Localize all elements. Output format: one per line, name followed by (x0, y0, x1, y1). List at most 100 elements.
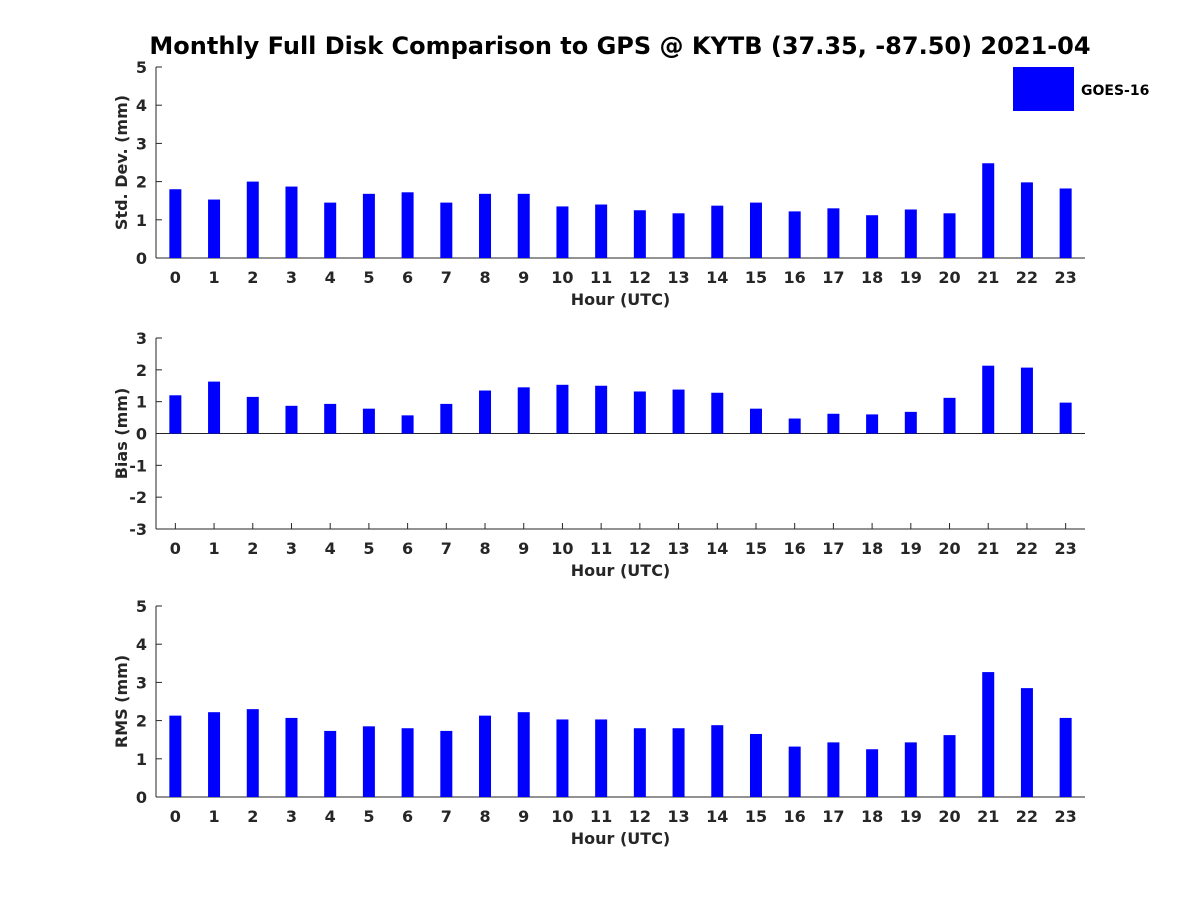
bias-x-tick-label: 6 (402, 539, 413, 558)
rms-bar (556, 719, 569, 797)
rms-x-tick-label: 15 (745, 807, 767, 826)
bias-x-tick-label: 0 (170, 539, 181, 558)
rms-bar (827, 742, 840, 797)
rms-y-tick-label: 5 (136, 597, 147, 616)
legend-label: GOES-16 (1081, 83, 1149, 99)
bias-x-axis-label: Hour (UTC) (571, 561, 671, 580)
stddev-bar (517, 193, 530, 258)
bias-x-tick-label: 22 (1016, 539, 1038, 558)
figure-title: Monthly Full Disk Comparison to GPS @ KY… (149, 32, 1090, 60)
stddev-x-tick-label: 21 (977, 268, 999, 287)
bias-y-tick-label: -3 (129, 520, 147, 539)
bias-x-tick-label: 12 (629, 539, 651, 558)
bias-x-tick-label: 5 (363, 539, 374, 558)
rms-bar (595, 719, 608, 797)
bias-bar (749, 408, 762, 434)
bias-x-tick-label: 2 (247, 539, 258, 558)
bias-bar (208, 381, 221, 434)
bias-x-tick-label: 10 (551, 539, 573, 558)
rms-bar (749, 733, 762, 797)
stddev-x-tick-label: 23 (1055, 268, 1077, 287)
stddev-y-axis-label: Std. Dev. (mm) (112, 95, 131, 230)
bias-bar (633, 391, 646, 434)
stddev-bar (595, 204, 608, 258)
bias-bar (246, 396, 259, 434)
rms-y-tick-label: 1 (136, 750, 147, 769)
bias-bar (866, 414, 879, 434)
rms-x-tick-label: 19 (900, 807, 922, 826)
stddev-bar (362, 193, 375, 258)
bias-bar (440, 403, 453, 434)
stddev-bar (866, 215, 879, 258)
stddev-y-tick-label: 3 (136, 134, 147, 153)
stddev-x-tick-label: 4 (325, 268, 336, 287)
rms-bar (324, 730, 337, 797)
bias-bar (943, 397, 956, 434)
rms-x-tick-label: 2 (247, 807, 258, 826)
stddev-bar (285, 186, 298, 258)
stddev-x-tick-label: 13 (667, 268, 689, 287)
stddev-x-tick-label: 3 (286, 268, 297, 287)
stddev-bar (749, 202, 762, 258)
bias-x-tick-label: 14 (706, 539, 728, 558)
rms-x-axis-label: Hour (UTC) (571, 829, 671, 848)
stddev-x-tick-label: 8 (479, 268, 490, 287)
rms-x-tick-label: 6 (402, 807, 413, 826)
rms-bar (672, 728, 685, 797)
bias-bar (517, 387, 530, 434)
rms-x-tick-label: 1 (208, 807, 219, 826)
stddev-x-tick-label: 15 (745, 268, 767, 287)
stddev-bar (324, 202, 337, 258)
stddev-x-tick-label: 5 (363, 268, 374, 287)
stddev-x-tick-label: 2 (247, 268, 258, 287)
legend-swatch (1013, 67, 1074, 111)
stddev-bar (633, 210, 646, 258)
bias-bar (285, 405, 298, 434)
rms-y-tick-label: 2 (136, 712, 147, 731)
rms-bar (479, 715, 492, 797)
bias-x-tick-label: 21 (977, 539, 999, 558)
rms-y-tick-label: 4 (136, 635, 147, 654)
stddev-x-tick-label: 19 (900, 268, 922, 287)
rms-x-tick-label: 7 (441, 807, 452, 826)
rms-x-tick-label: 23 (1055, 807, 1077, 826)
rms-x-tick-label: 20 (938, 807, 960, 826)
rms-y-tick-label: 3 (136, 673, 147, 692)
stddev-bar (401, 192, 414, 258)
stddev-x-tick-label: 12 (629, 268, 651, 287)
bias-x-tick-label: 19 (900, 539, 922, 558)
rms-bar (1059, 717, 1072, 797)
rms-x-tick-label: 13 (667, 807, 689, 826)
stddev-bar (982, 163, 995, 258)
rms-bar (1020, 688, 1033, 797)
bias-bar (827, 413, 840, 434)
rms-x-tick-label: 5 (363, 807, 374, 826)
rms-bar (711, 725, 724, 797)
bias-x-tick-label: 23 (1055, 539, 1077, 558)
rms-x-tick-label: 3 (286, 807, 297, 826)
rms-x-tick-label: 11 (590, 807, 612, 826)
bias-x-tick-label: 4 (325, 539, 336, 558)
stddev-x-tick-label: 10 (551, 268, 573, 287)
stddev-y-tick-label: 2 (136, 173, 147, 192)
rms-x-tick-label: 16 (784, 807, 806, 826)
bias-bar (672, 389, 685, 434)
stddev-bar (711, 205, 724, 258)
bias-x-tick-label: 15 (745, 539, 767, 558)
stddev-bar (208, 199, 221, 258)
bias-y-axis-label: Bias (mm) (112, 388, 131, 480)
bias-y-tick-label: 2 (136, 361, 147, 380)
rms-bar (517, 712, 530, 797)
bias-bar (982, 365, 995, 434)
rms-bar (246, 709, 259, 797)
rms-x-tick-label: 17 (822, 807, 844, 826)
stddev-bar (479, 193, 492, 258)
stddev-x-tick-label: 0 (170, 268, 181, 287)
rms-bar (904, 742, 917, 797)
stddev-y-tick-label: 5 (136, 58, 147, 77)
bias-bar (324, 403, 337, 434)
